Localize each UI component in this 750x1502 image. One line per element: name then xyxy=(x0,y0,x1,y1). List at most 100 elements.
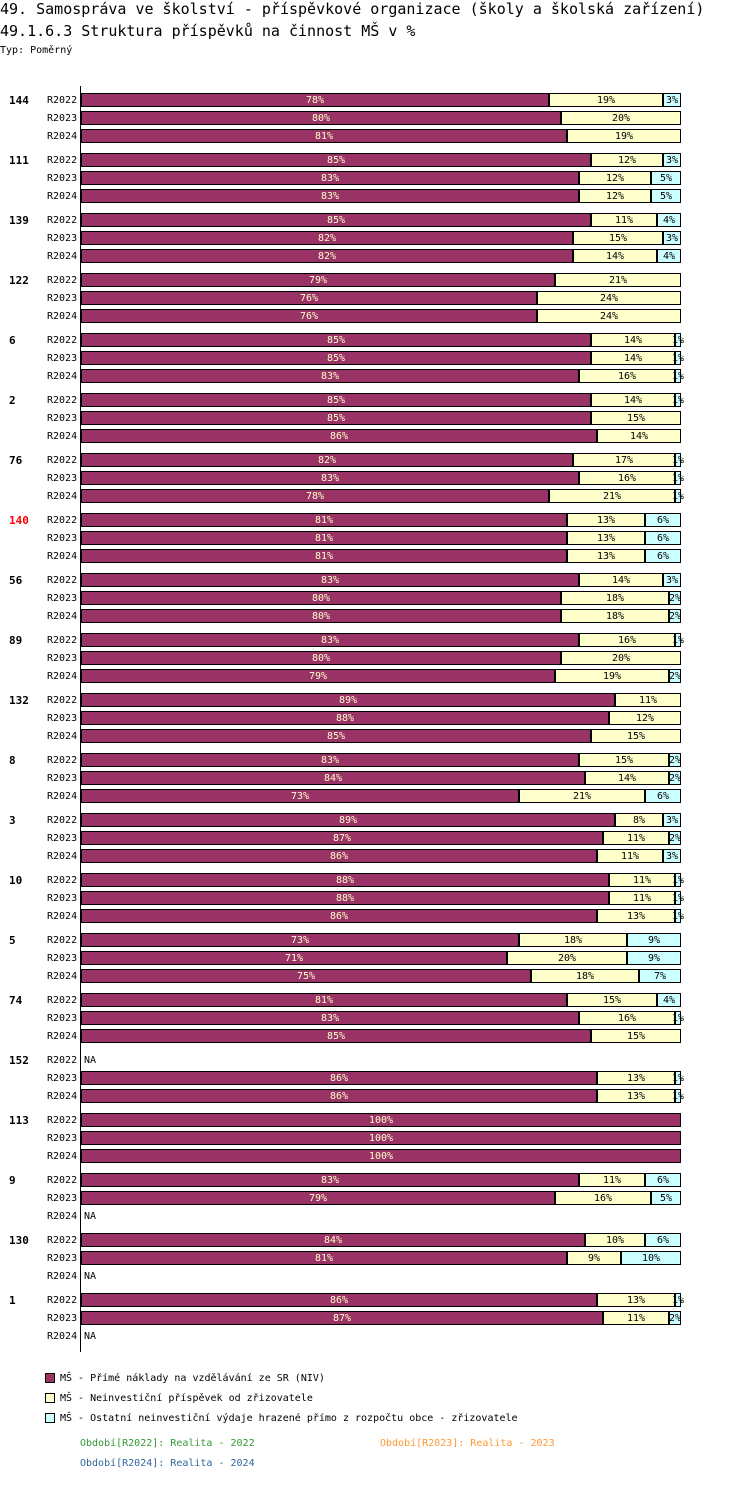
data-label: 5% xyxy=(660,173,672,184)
data-label: 16% xyxy=(618,1013,636,1024)
data-label: 14% xyxy=(624,395,642,406)
bar-segment-s2 xyxy=(609,711,681,725)
bar-segment-s3 xyxy=(651,171,681,185)
data-label: 16% xyxy=(618,473,636,484)
data-label: 21% xyxy=(609,275,627,286)
data-label: 1% xyxy=(672,1295,684,1306)
data-label: 11% xyxy=(633,875,651,886)
bar-segment-s2 xyxy=(591,153,663,167)
group-label: 10 xyxy=(9,874,22,887)
data-label: 85% xyxy=(327,731,345,742)
bar-segment-s3 xyxy=(675,369,681,383)
row-label: R2023 xyxy=(47,1193,77,1204)
data-label: 18% xyxy=(576,971,594,982)
row-label: R2024 xyxy=(47,611,77,622)
bar-segment-s1 xyxy=(81,411,591,425)
bar-segment-s1 xyxy=(81,1131,681,1145)
data-label: 1% xyxy=(672,395,684,406)
bar-segment-s2 xyxy=(597,1089,675,1103)
bar-segment-s2 xyxy=(597,909,675,923)
period-r2022: Období[R2022]: Realita - 2022 xyxy=(80,1438,255,1449)
bar-segment-s1 xyxy=(81,951,507,965)
na-label: NA xyxy=(84,1271,96,1282)
data-label: 14% xyxy=(624,353,642,364)
data-label: 86% xyxy=(330,431,348,442)
period-r2024: Období[R2024]: Realita - 2024 xyxy=(80,1458,255,1469)
data-label: 83% xyxy=(321,173,339,184)
bar-segment-s2 xyxy=(549,489,675,503)
data-label: 1% xyxy=(672,335,684,346)
data-label: 3% xyxy=(666,815,678,826)
data-label: 15% xyxy=(627,1031,645,1042)
data-label: 20% xyxy=(558,953,576,964)
row-label: R2022 xyxy=(47,755,77,766)
row-label: R2022 xyxy=(47,395,77,406)
data-label: 82% xyxy=(318,233,336,244)
data-label: 78% xyxy=(306,95,324,106)
bar-segment-s3 xyxy=(675,1293,681,1307)
data-label: 15% xyxy=(603,995,621,1006)
legend-item-s2: MŠ - Neinvestiční příspěvek od zřizovate… xyxy=(45,1393,313,1404)
bar-segment-s1 xyxy=(81,309,537,323)
row-label: R2024 xyxy=(47,971,77,982)
bar-segment-s1 xyxy=(81,1173,579,1187)
bar-segment-s1 xyxy=(81,531,567,545)
bar-segment-s2 xyxy=(567,1251,621,1265)
data-label: 21% xyxy=(603,491,621,502)
data-label: 86% xyxy=(330,851,348,862)
stacked-bar-chart: 144 R2022 78% 19% 3%R2023 80% 20%R2024 81% 19%11… xyxy=(9,86,684,1352)
bar-segment-s3 xyxy=(663,93,681,107)
row-label: R2024 xyxy=(47,791,77,802)
data-label: 10% xyxy=(642,1253,660,1264)
bar-segment-s1 xyxy=(81,1191,555,1205)
bar-segment-s1 xyxy=(81,111,561,125)
data-label: 100% xyxy=(369,1133,393,1144)
row-label: R2022 xyxy=(47,995,77,1006)
bar-segment-s1 xyxy=(81,171,579,185)
data-label: 83% xyxy=(321,371,339,382)
bar-segment-s2 xyxy=(573,249,657,263)
row-label: R2022 xyxy=(47,515,77,526)
data-label: 84% xyxy=(324,773,342,784)
data-label: 1% xyxy=(672,371,684,382)
data-label: 1% xyxy=(672,1091,684,1102)
data-label: 12% xyxy=(618,155,636,166)
data-label: 4% xyxy=(663,995,675,1006)
chart-subtitle: 49.1.6.3 Struktura příspěvků na činnost … xyxy=(0,22,416,40)
data-label: 13% xyxy=(627,911,645,922)
data-label: 2% xyxy=(669,833,681,844)
bar-segment-s2 xyxy=(519,789,645,803)
row-label: R2024 xyxy=(47,671,77,682)
bar-segment-s2 xyxy=(597,849,663,863)
data-label: 11% xyxy=(639,695,657,706)
data-label: 85% xyxy=(327,353,345,364)
data-label: 80% xyxy=(312,593,330,604)
data-label: 4% xyxy=(663,251,675,262)
row-label: R2024 xyxy=(47,1271,77,1282)
row-label: R2024 xyxy=(47,1151,77,1162)
data-label: 15% xyxy=(615,755,633,766)
row-label: R2022 xyxy=(47,1175,77,1186)
bar-segment-s2 xyxy=(537,291,681,305)
data-label: 81% xyxy=(315,995,333,1006)
row-label: R2023 xyxy=(47,833,77,844)
bar-segment-s1 xyxy=(81,669,555,683)
data-label: 13% xyxy=(597,533,615,544)
bar-segment-s1 xyxy=(81,849,597,863)
bar-segment-s1 xyxy=(81,429,597,443)
na-label: NA xyxy=(84,1331,96,1342)
row-label: R2023 xyxy=(47,953,77,964)
group-label: 122 xyxy=(9,274,29,287)
data-label: 6% xyxy=(657,533,669,544)
bar-segment-s2 xyxy=(567,531,645,545)
bar-segment-s3 xyxy=(669,1311,681,1325)
legend-item-s1: MŠ - Přímé náklady na vzdělávání ze SR (… xyxy=(45,1373,325,1384)
row-label: R2022 xyxy=(47,155,77,166)
data-label: 85% xyxy=(327,215,345,226)
data-label: 80% xyxy=(312,113,330,124)
bar-segment-s1 xyxy=(81,189,579,203)
bar-segment-s2 xyxy=(579,753,669,767)
row-label: R2024 xyxy=(47,1031,77,1042)
bar-segment-s2 xyxy=(597,429,681,443)
data-label: 76% xyxy=(300,311,318,322)
